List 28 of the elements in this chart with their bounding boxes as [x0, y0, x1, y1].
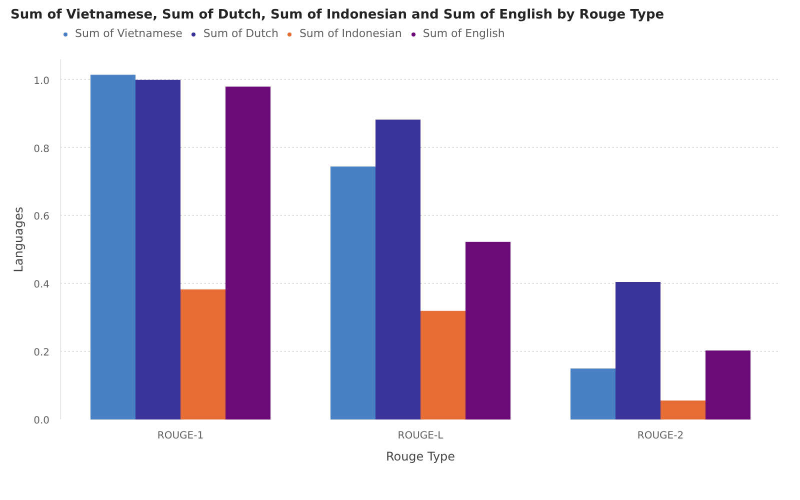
- bar: [570, 368, 616, 420]
- x-tick-label: ROUGE-2: [637, 430, 684, 442]
- bar: [616, 282, 660, 420]
- x-tick-label: ROUGE-1: [157, 430, 204, 442]
- x-axis-title: Rouge Type: [386, 450, 456, 464]
- bar: [136, 80, 180, 420]
- y-tick-label: 1.0: [34, 76, 50, 87]
- y-axis-title: Languages: [12, 206, 26, 272]
- legend-label: Sum of Dutch: [203, 27, 278, 40]
- legend-label: Sum of English: [422, 27, 505, 40]
- legend-label: Sum of Indonesian: [299, 27, 402, 40]
- bar: [420, 310, 466, 420]
- bar: [660, 400, 706, 420]
- y-tick-label: 0.8: [34, 144, 50, 155]
- bar: [466, 242, 510, 420]
- bar: [376, 120, 420, 420]
- bar: [330, 166, 376, 420]
- bar: [90, 74, 136, 420]
- y-tick-label: 0.4: [34, 280, 50, 291]
- y-tick-label: 0.6: [34, 212, 50, 223]
- bar: [180, 289, 226, 420]
- x-tick-label: ROUGE-L: [398, 430, 444, 442]
- y-tick-label: 0.2: [34, 348, 50, 359]
- bar: [706, 350, 750, 420]
- legend-label: Sum of Vietnamese: [75, 27, 182, 40]
- bar: [226, 86, 270, 420]
- chart-title: Sum of Vietnamese, Sum of Dutch, Sum of Indonesian and Sum of English by Rouge Type: [10, 8, 664, 22]
- y-tick-label: 0.0: [34, 416, 50, 426]
